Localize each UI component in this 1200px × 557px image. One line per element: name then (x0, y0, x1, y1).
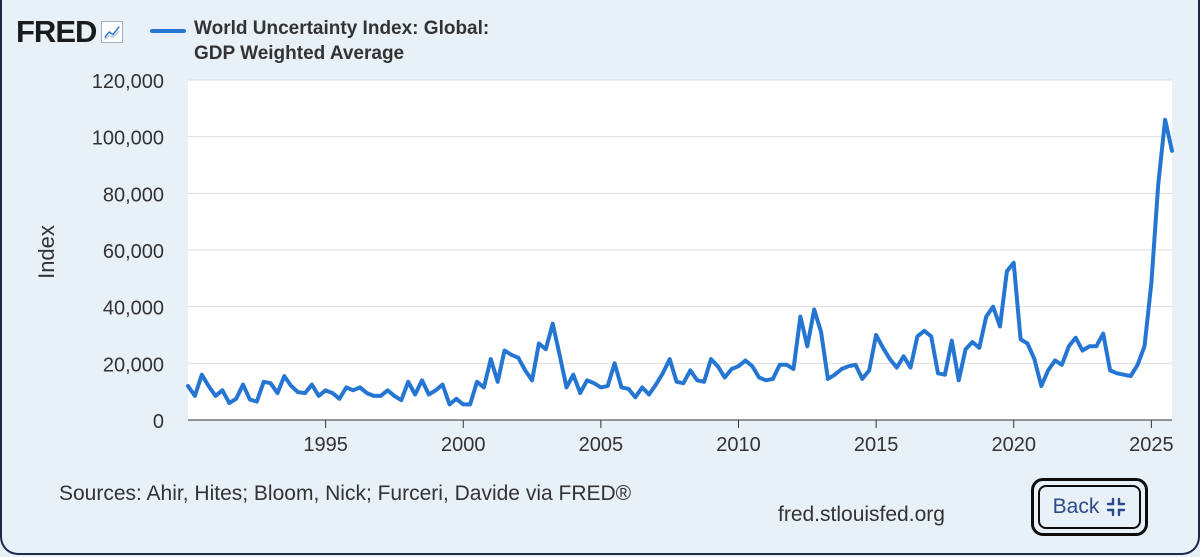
x-tick-label: 2005 (579, 434, 624, 456)
x-tick-label: 2025 (1129, 434, 1174, 456)
chart-title: World Uncertainty Index: Global: GDP Wei… (194, 16, 594, 66)
trend-line-icon (101, 21, 124, 43)
x-tick-label: 1995 (303, 434, 348, 456)
y-tick-label: 80,000 (103, 184, 164, 206)
legend-swatch (150, 29, 186, 33)
series-line (186, 117, 1174, 407)
site-link[interactable]: fred.stlouisfed.org (778, 503, 945, 526)
y-tick-label: 120,000 (92, 71, 164, 93)
x-tick-label: 2015 (854, 434, 899, 456)
x-tick-label: 2010 (716, 434, 761, 456)
fred-logo-text: FRED (16, 14, 97, 49)
back-button[interactable]: Back (1031, 478, 1148, 536)
y-tick-label: 0 (153, 411, 164, 433)
x-tick-label: 2000 (441, 434, 486, 456)
collapse-icon (1107, 497, 1126, 517)
y-tick-label: 60,000 (103, 241, 164, 263)
x-tick-label: 2020 (991, 434, 1036, 456)
fred-logo[interactable]: FRED (16, 14, 124, 50)
x-axis-ticks: 1995 2000 2005 2010 2015 2020 2025 (188, 419, 1174, 456)
back-button-label: Back (1052, 495, 1100, 518)
back-button-focus-ring (1038, 485, 1141, 529)
y-tick-label: 20,000 (103, 354, 164, 376)
sources-text: Sources: Ahir, Hites; Bloom, Nick; Furce… (59, 482, 632, 505)
chart-title-line2: GDP Weighted Average (194, 43, 405, 64)
chart-title-line1: World Uncertainty Index: Global: (194, 18, 490, 39)
y-tick-label: 40,000 (103, 298, 164, 320)
y-axis-label: Index (34, 225, 59, 279)
y-tick-label: 100,000 (92, 128, 164, 150)
y-axis-ticks: 0 20,000 40,000 60,000 80,000 100,000 120,000 (92, 71, 164, 433)
